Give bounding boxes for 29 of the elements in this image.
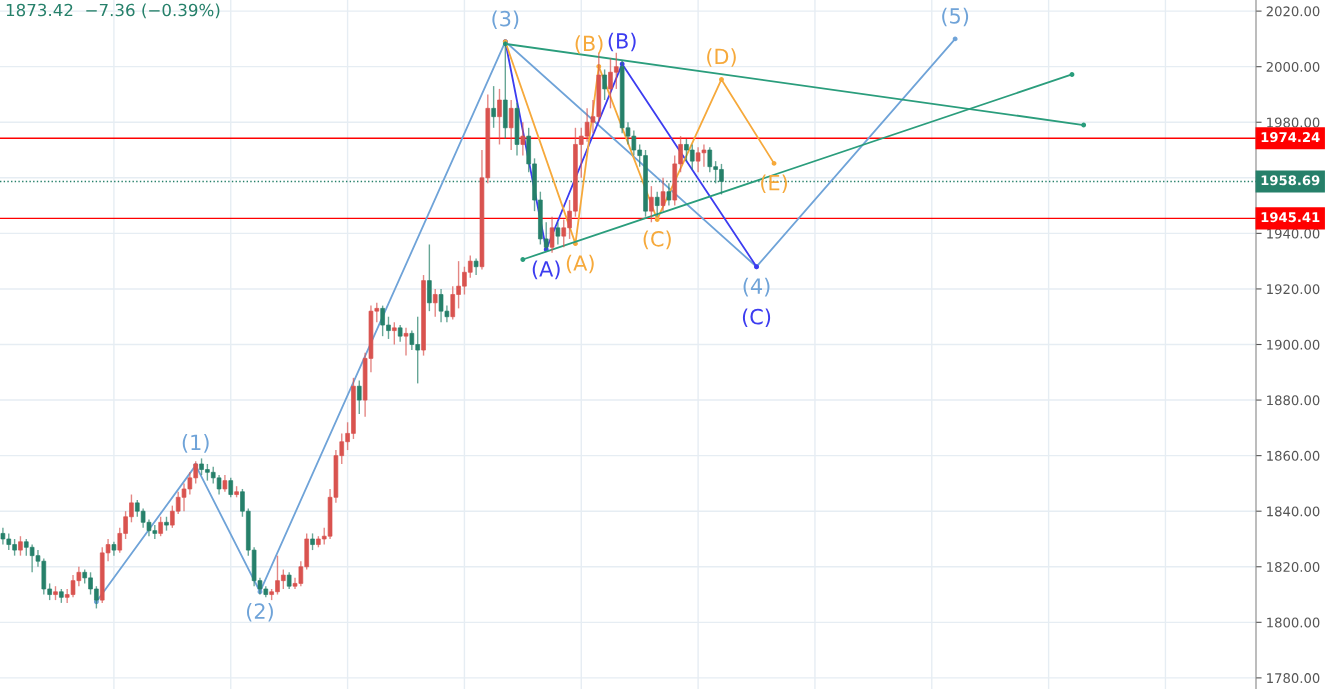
annotation: (C) (643, 230, 671, 250)
ref-line-label: 1945.41 (1261, 212, 1320, 223)
annotation: (D) (707, 48, 736, 67)
annotation: (3) (492, 10, 519, 29)
ref-line-label: 1958.69 (1261, 175, 1320, 186)
annotation: (C) (742, 308, 771, 327)
y-tick-label: 1860.00 (1267, 450, 1320, 461)
y-tick-label: 1920.00 (1267, 284, 1320, 295)
y-tick-label: 1900.00 (1267, 339, 1320, 350)
y-tick-label: 1780.00 (1267, 673, 1320, 684)
annotation: (B) (608, 32, 636, 52)
y-tick-label: 1880.00 (1267, 395, 1320, 406)
annotation: 1873.42 −7.36 (−0.39%) (6, 3, 220, 19)
y-tick-label: 2020.00 (1266, 6, 1320, 17)
annotation: (5) (942, 7, 969, 27)
annotation: (A) (566, 254, 594, 274)
annotation: (E) (761, 174, 787, 194)
annotation: (1) (182, 434, 209, 453)
ref-line-label: 1974.24 (1261, 132, 1320, 143)
y-tick-label: 1940.00 (1267, 228, 1320, 239)
annotation: (4) (743, 277, 770, 297)
y-tick-label: 1840.00 (1267, 506, 1320, 517)
y-tick-label: 1800.00 (1267, 617, 1320, 628)
annotation: (A) (532, 260, 560, 280)
annotation: (2) (247, 602, 273, 622)
y-tick-label: 1820.00 (1267, 561, 1320, 572)
y-tick-label: 2000.00 (1266, 61, 1320, 72)
annotation: (B) (575, 35, 603, 54)
y-tick-label: 1980.00 (1267, 117, 1320, 128)
